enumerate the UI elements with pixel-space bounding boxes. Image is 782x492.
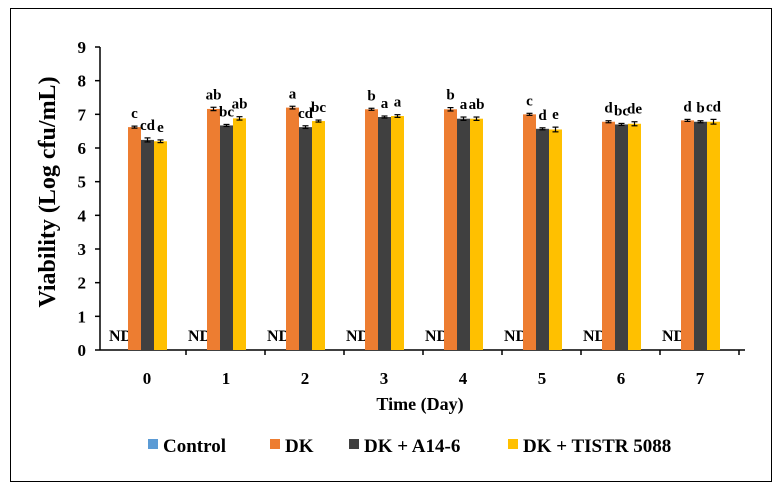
nd-label: ND [583,328,606,345]
nd-label: ND [425,328,448,345]
significance-label: a [289,86,297,102]
bar-dk-tistr-5088-day-4 [470,118,483,351]
x-tick-label: 5 [538,369,547,388]
significance-label: c [526,93,533,109]
significance-label: bc [311,100,326,116]
y-tick-label: 6 [78,139,87,158]
x-tick-label: 1 [222,369,231,388]
y-tick-label: 7 [78,105,87,124]
legend-swatch [349,439,359,449]
bar-dk-tistr-5088-day-0 [154,141,167,350]
nd-label: ND [504,328,527,345]
bar-dk-day-4 [444,109,457,351]
y-tick-label: 3 [78,240,87,259]
significance-label: a [381,96,389,112]
bar-dk-a14-6-day-0 [141,139,154,350]
bar-dk-a14-6-day-5 [536,128,549,350]
legend-label: Control [163,436,226,457]
bar-dk-day-2 [286,107,299,350]
significance-label: ab [469,97,485,113]
significance-label: d [604,101,613,117]
x-axis-title: Time (Day) [376,394,463,415]
nd-label: ND [662,328,685,345]
bar-dk-day-1 [207,108,220,351]
significance-label: bc [614,103,629,119]
bar-dk-day-0 [128,127,141,350]
legend-label: DK + A14-6 [364,436,460,457]
significance-label: b [367,88,375,104]
nd-label: ND [109,328,132,345]
nd-label: ND [346,328,369,345]
bar-dk-day-3 [365,109,378,351]
legend-swatch [270,439,280,449]
bar-dk-day-5 [523,114,536,350]
x-tick-label: 0 [143,369,152,388]
legend-swatch [148,439,158,449]
bar-dk-a14-6-day-6 [615,124,628,350]
bar-dk-a14-6-day-7 [694,121,707,351]
significance-label: bc [219,104,234,120]
legend-swatch [508,439,518,449]
significance-label: cd [706,99,722,115]
significance-label: d [538,108,547,124]
significance-label: ab [206,87,222,103]
x-tick-label: 7 [696,369,705,388]
nd-label: ND [267,328,290,345]
nd-label: ND [188,328,211,345]
y-axis-title: Viability (Log cfu/mL) [35,76,61,307]
significance-label: b [446,88,454,104]
bar-dk-day-6 [602,121,615,351]
legend-label: DK [285,436,314,457]
significance-label: ab [232,97,248,113]
bar-dk-day-7 [681,120,694,350]
significance-label: c [131,106,138,122]
legend: Control DK DK + A14-6 DK + TISTR 5088 [148,436,671,457]
significance-label: e [552,107,559,123]
x-tick-label: 4 [459,369,468,388]
significance-label: cd [298,106,314,122]
y-tick-label: 9 [78,38,87,57]
bar-dk-tistr-5088-day-1 [233,118,246,350]
bar-dk-a14-6-day-2 [299,127,312,350]
bar-dk-tistr-5088-day-7 [707,121,720,351]
x-tick-label: 2 [301,369,310,388]
y-tick-label: 2 [78,274,87,293]
bar-dk-a14-6-day-1 [220,125,233,351]
bar-dk-a14-6-day-4 [457,118,470,351]
y-tick-label: 0 [78,341,87,360]
significance-label: de [627,102,642,118]
bar-dk-tistr-5088-day-5 [549,129,562,350]
significance-label: e [157,120,164,136]
legend-label: DK + TISTR 5088 [523,436,671,457]
x-tick-label: 3 [380,369,389,388]
significance-label: cd [140,118,156,134]
significance-label: a [394,95,402,111]
y-tick-label: 5 [78,173,87,192]
y-tick-label: 1 [78,307,87,326]
bar-dk-tistr-5088-day-6 [628,123,641,350]
bar-dk-tistr-5088-day-3 [391,116,404,351]
significance-label: b [696,101,704,117]
x-tick-label: 6 [617,369,626,388]
bar-dk-tistr-5088-day-2 [312,121,325,350]
significance-label: a [460,97,468,113]
y-tick-label: 8 [78,72,87,91]
bar-dk-a14-6-day-3 [378,117,391,350]
y-tick-label: 4 [78,206,87,225]
significance-label: d [683,99,692,115]
